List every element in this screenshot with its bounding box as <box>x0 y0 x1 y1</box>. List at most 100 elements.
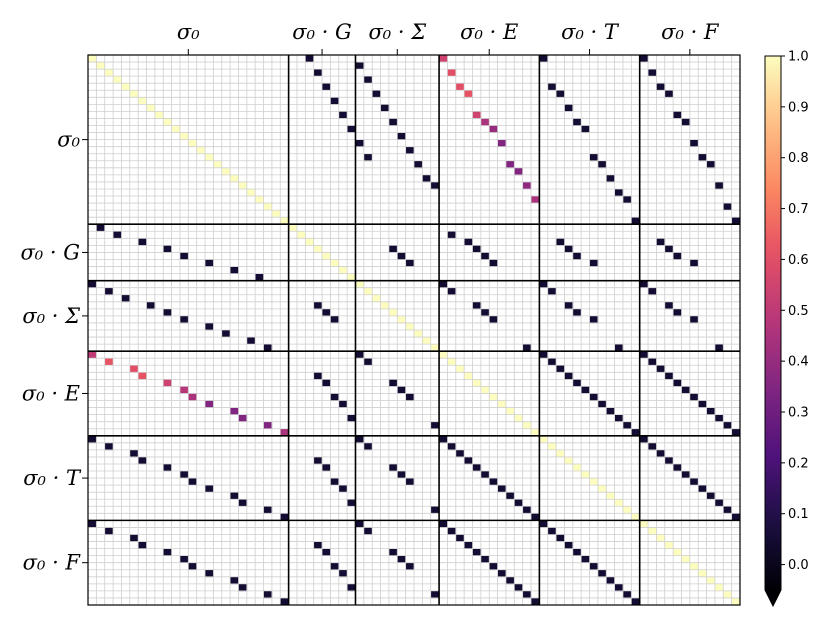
colorbar-tick-label: 0.6 <box>788 253 809 268</box>
heatmap-cell <box>589 562 599 571</box>
heatmap-cell <box>664 90 674 98</box>
heatmap-cell <box>664 245 674 253</box>
heatmap-cell <box>322 83 331 91</box>
x-tick-label: σ₀ · E <box>460 20 518 44</box>
heatmap-cell <box>606 174 615 183</box>
heatmap-cell <box>606 576 615 585</box>
heatmap-cell <box>572 548 582 556</box>
heatmap-cell <box>313 372 323 380</box>
diagonal-cell <box>422 337 432 345</box>
diagonal-cell <box>714 583 724 592</box>
heatmap-cell <box>447 287 457 296</box>
heatmap-cell <box>238 583 248 592</box>
heatmap-cell <box>163 245 172 253</box>
heatmap-cell <box>439 280 448 288</box>
colorbar-tick-label: 0.2 <box>788 456 809 471</box>
heatmap-cell <box>104 287 114 296</box>
heatmap-cell <box>104 442 114 451</box>
heatmap-cell <box>689 478 699 486</box>
heatmap-cell <box>322 379 331 387</box>
heatmap-cell <box>631 428 640 437</box>
heatmap-cell <box>188 478 197 486</box>
heatmap-cell <box>388 463 398 472</box>
heatmap-cell <box>464 238 473 246</box>
heatmap-cell <box>489 478 498 486</box>
heatmap-cell <box>706 160 716 169</box>
heatmap-cell <box>648 358 657 366</box>
heatmap-cell <box>639 55 649 63</box>
heatmap-cell <box>614 188 624 197</box>
heatmap-cell <box>489 562 498 571</box>
heatmap-cell <box>355 520 365 528</box>
heatmap-cell <box>581 386 590 394</box>
heatmap-cell <box>706 492 716 500</box>
heatmap-cell <box>205 485 214 493</box>
heatmap-cell <box>622 590 632 599</box>
diagonal-cell <box>305 238 314 246</box>
heatmap-cell <box>313 69 323 77</box>
y-tick-label: σ₀ · Σ <box>22 304 80 328</box>
heatmap-cell <box>322 548 331 556</box>
x-tick-label: σ₀ · F <box>661 20 720 44</box>
colorbar-tick-label: 0.5 <box>788 304 809 319</box>
heatmap-cell <box>430 421 440 430</box>
heatmap-cell <box>263 506 273 514</box>
heatmap-cell <box>464 456 473 465</box>
diagonal-cell <box>196 146 206 155</box>
diagonal-cell <box>656 534 666 542</box>
diagonal-cell <box>622 506 632 514</box>
heatmap-cell <box>522 181 532 190</box>
heatmap-cell <box>179 555 189 563</box>
heatmap-cell <box>572 118 582 126</box>
diagonal-cell <box>439 351 448 359</box>
heatmap-cell <box>714 344 724 352</box>
heatmap-cell <box>472 463 482 472</box>
diagonal-cell <box>606 492 615 500</box>
heatmap-cell <box>280 428 289 437</box>
heatmap-cell <box>531 597 540 606</box>
heatmap-cell <box>405 259 415 267</box>
heatmap-cell <box>589 153 599 162</box>
heatmap-cell <box>405 146 415 155</box>
diagonal-cell <box>681 555 691 563</box>
heatmap-cell <box>631 217 640 225</box>
diagonal-cell <box>372 294 381 303</box>
diagonal-cell <box>171 125 181 133</box>
heatmap-cell <box>522 506 532 514</box>
heatmap-cell <box>455 449 465 458</box>
heatmap-cell <box>230 492 239 500</box>
diagonal-cell <box>246 188 256 197</box>
heatmap-cell <box>88 520 97 528</box>
diagonal-cell <box>146 104 156 112</box>
heatmap-cell <box>263 344 273 352</box>
heatmap-cell <box>238 499 248 507</box>
heatmap-cell <box>363 442 373 451</box>
heatmap-cell <box>439 520 448 528</box>
heatmap-cell <box>673 111 682 119</box>
heatmap-cell <box>397 555 406 563</box>
diagonal-cell <box>113 76 122 84</box>
heatmap-cell <box>581 555 590 563</box>
heatmap-cell <box>639 351 649 359</box>
diagonal-cell <box>397 315 406 324</box>
diagonal-cell <box>706 576 716 585</box>
heatmap-cell <box>430 590 440 599</box>
heatmap-cell <box>480 118 490 126</box>
heatmap-cell <box>564 541 574 549</box>
heatmap-cell <box>263 421 273 430</box>
heatmap-cell <box>355 435 365 444</box>
diagonal-cell <box>698 569 707 578</box>
heatmap-cell <box>656 365 666 373</box>
diagonal-cell <box>572 463 582 472</box>
heatmap-cell <box>547 287 557 296</box>
diagonal-cell <box>363 287 373 296</box>
heatmap-cell <box>305 55 314 63</box>
heatmap-cell <box>581 125 590 133</box>
heatmap-cell <box>714 414 724 422</box>
heatmap-cell <box>280 513 289 521</box>
heatmap-cell <box>280 597 289 606</box>
heatmap-cell <box>648 69 657 77</box>
heatmap-cell <box>505 492 515 500</box>
heatmap-cell <box>539 520 549 528</box>
diagonal-cell <box>723 590 732 599</box>
